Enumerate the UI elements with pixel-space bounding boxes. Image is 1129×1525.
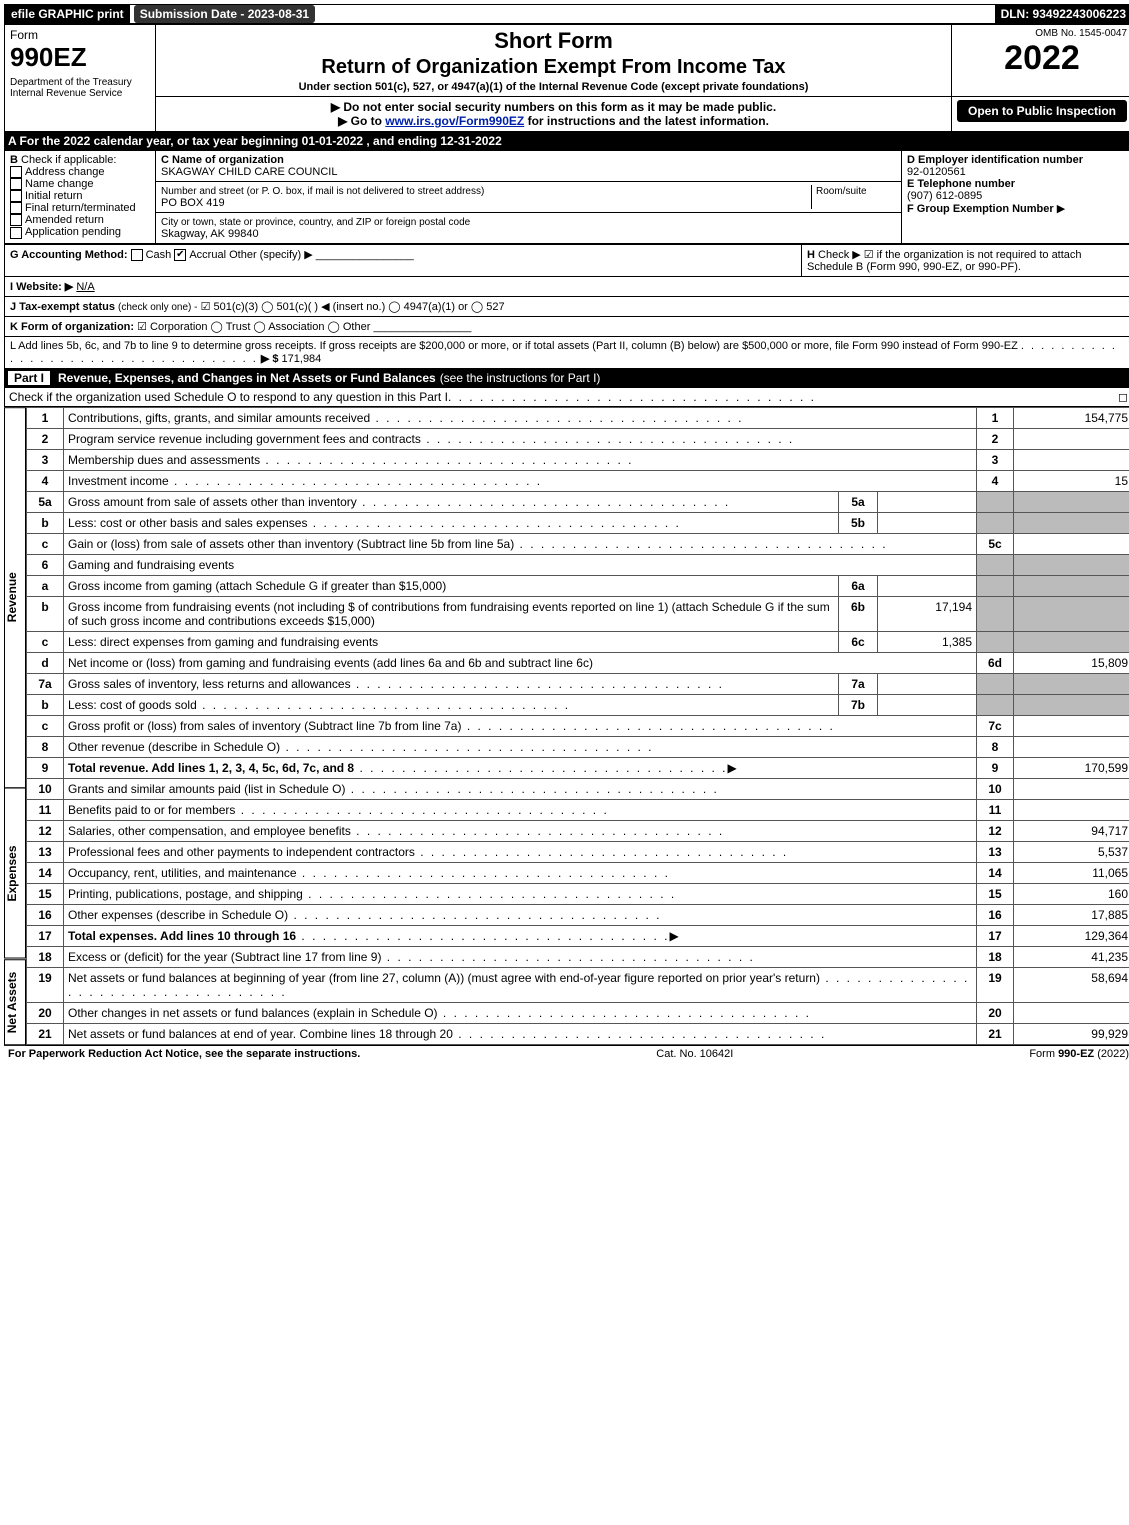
website-value: N/A	[76, 281, 94, 293]
section-k-label: K Form of organization:	[10, 321, 134, 333]
line-19: 19Net assets or fund balances at beginni…	[27, 968, 1129, 1003]
line-21: 21Net assets or fund balances at end of …	[27, 1024, 1129, 1045]
checkbox-address-change[interactable]	[10, 166, 22, 178]
footer-left: For Paperwork Reduction Act Notice, see …	[8, 1048, 360, 1060]
checkbox-accrual[interactable]	[174, 249, 186, 261]
submission-date: Submission Date - 2023-08-31	[134, 5, 315, 23]
vlabel-netassets: Net Assets	[4, 959, 26, 1045]
line-7a: 7aGross sales of inventory, less returns…	[27, 674, 1129, 695]
section-h-text: Check ▶ ☑ if the organization is not req…	[807, 249, 1082, 273]
line-18: 18Excess or (deficit) for the year (Subt…	[27, 947, 1129, 968]
section-f-label: F Group Exemption Number	[907, 203, 1054, 215]
line-1: 1Contributions, gifts, grants, and simil…	[27, 408, 1129, 429]
goto-note: ▶ Go to www.irs.gov/Form990EZ for instru…	[161, 114, 946, 128]
department-label: Department of the Treasury Internal Reve…	[10, 77, 150, 99]
city-label: City or town, state or province, country…	[161, 217, 470, 228]
checkbox-application-pending[interactable]	[10, 227, 22, 239]
footer-right: Form 990-EZ (2022)	[1029, 1048, 1129, 1060]
open-to-public-badge: Open to Public Inspection	[957, 100, 1127, 122]
line-9: 9Total revenue. Add lines 1, 2, 3, 4, 5c…	[27, 758, 1129, 779]
section-l-text: L Add lines 5b, 6c, and 7b to line 9 to …	[10, 340, 1018, 352]
line-4: 4Investment income415	[27, 471, 1129, 492]
section-f-arrow: ▶	[1057, 203, 1065, 215]
part1-body: Revenue Expenses Net Assets 1Contributio…	[4, 407, 1129, 1045]
org-name: SKAGWAY CHILD CARE COUNCIL	[161, 166, 337, 178]
section-k-options: ☑ Corporation ◯ Trust ◯ Association ◯ Ot…	[137, 321, 370, 333]
section-g-label: G Accounting Method:	[10, 249, 128, 261]
part1-number: Part I	[8, 371, 50, 385]
street-value: PO BOX 419	[161, 197, 225, 209]
subtitle: Under section 501(c), 527, or 4947(a)(1)…	[161, 81, 946, 93]
ssn-warning: ▶ Do not enter social security numbers o…	[161, 100, 946, 114]
section-h-label: H	[807, 249, 815, 261]
line-5b: bLess: cost or other basis and sales exp…	[27, 513, 1129, 534]
form-header: Form 990EZ Department of the Treasury In…	[4, 24, 1129, 132]
line-6c: cLess: direct expenses from gaming and f…	[27, 632, 1129, 653]
section-e-label: E Telephone number	[907, 178, 1015, 190]
part1-header: Part I Revenue, Expenses, and Changes in…	[4, 369, 1129, 387]
checkbox-cash[interactable]	[131, 249, 143, 261]
line-2: 2Program service revenue including gover…	[27, 429, 1129, 450]
line-6: 6Gaming and fundraising events	[27, 555, 1129, 576]
line-6d: dNet income or (loss) from gaming and fu…	[27, 653, 1129, 674]
line-15: 15Printing, publications, postage, and s…	[27, 884, 1129, 905]
line-8: 8Other revenue (describe in Schedule O)8	[27, 737, 1129, 758]
line-13: 13Professional fees and other payments t…	[27, 842, 1129, 863]
omb-number: OMB No. 1545-0047	[957, 28, 1127, 39]
section-b-label: B	[10, 154, 18, 166]
line-5c: cGain or (loss) from sale of assets othe…	[27, 534, 1129, 555]
checkbox-name-change[interactable]	[10, 178, 22, 190]
ein-value: 92-0120561	[907, 166, 966, 178]
line-12: 12Salaries, other compensation, and empl…	[27, 821, 1129, 842]
page-footer: For Paperwork Reduction Act Notice, see …	[4, 1045, 1129, 1062]
line-16: 16Other expenses (describe in Schedule O…	[27, 905, 1129, 926]
checkbox-final-return[interactable]	[10, 202, 22, 214]
tax-year: 2022	[957, 39, 1127, 78]
footer-center: Cat. No. 10642I	[656, 1048, 733, 1060]
line-20: 20Other changes in net assets or fund ba…	[27, 1003, 1129, 1024]
part1-checkbox[interactable]: ◻	[1118, 390, 1128, 404]
line-7c: cGross profit or (loss) from sales of in…	[27, 716, 1129, 737]
checkbox-initial-return[interactable]	[10, 190, 22, 202]
short-form-title: Short Form	[161, 28, 946, 54]
room-label: Room/suite	[816, 186, 867, 197]
section-j-label: J Tax-exempt status	[10, 301, 115, 313]
line-14: 14Occupancy, rent, utilities, and mainte…	[27, 863, 1129, 884]
lines-table: 1Contributions, gifts, grants, and simil…	[26, 407, 1129, 1045]
irs-link[interactable]: www.irs.gov/Form990EZ	[385, 114, 524, 128]
top-bar: efile GRAPHIC print Submission Date - 20…	[4, 4, 1129, 24]
line-5a: 5aGross amount from sale of assets other…	[27, 492, 1129, 513]
vlabel-expenses: Expenses	[4, 788, 26, 959]
part1-title: Revenue, Expenses, and Changes in Net As…	[58, 371, 436, 385]
phone-value: (907) 612-0895	[907, 190, 982, 202]
section-a-taxyear: A For the 2022 calendar year, or tax yea…	[4, 132, 1129, 150]
dln-number: DLN: 93492243006223	[995, 5, 1129, 23]
street-label: Number and street (or P. O. box, if mail…	[161, 186, 484, 197]
org-info-table: B Check if applicable: Address change Na…	[4, 150, 1129, 244]
line-17: 17Total expenses. Add lines 10 through 1…	[27, 926, 1129, 947]
section-c-name-label: C Name of organization	[161, 154, 284, 166]
line-11: 11Benefits paid to or for members11	[27, 800, 1129, 821]
line-6b: bGross income from fundraising events (n…	[27, 597, 1129, 632]
line-10: 10Grants and similar amounts paid (list …	[27, 779, 1129, 800]
city-value: Skagway, AK 99840	[161, 228, 259, 240]
efile-label: efile GRAPHIC print	[5, 5, 130, 23]
part1-check-row: Check if the organization used Schedule …	[4, 387, 1129, 407]
line-3: 3Membership dues and assessments3	[27, 450, 1129, 471]
main-title: Return of Organization Exempt From Incom…	[161, 56, 946, 79]
form-number: 990EZ	[10, 42, 150, 73]
line-7b: bLess: cost of goods sold7b	[27, 695, 1129, 716]
gross-receipts-value: 171,984	[282, 353, 322, 365]
section-d-label: D Employer identification number	[907, 154, 1083, 166]
section-i-label: I Website: ▶	[10, 281, 73, 293]
form-word: Form	[10, 28, 150, 42]
checkbox-amended-return[interactable]	[10, 214, 22, 226]
sections-g-to-l: G Accounting Method: Cash Accrual Other …	[4, 244, 1129, 369]
vlabel-revenue: Revenue	[4, 407, 26, 788]
section-j-options: ☑ 501(c)(3) ◯ 501(c)( ) ◀ (insert no.) ◯…	[201, 301, 505, 313]
line-6a: aGross income from gaming (attach Schedu…	[27, 576, 1129, 597]
